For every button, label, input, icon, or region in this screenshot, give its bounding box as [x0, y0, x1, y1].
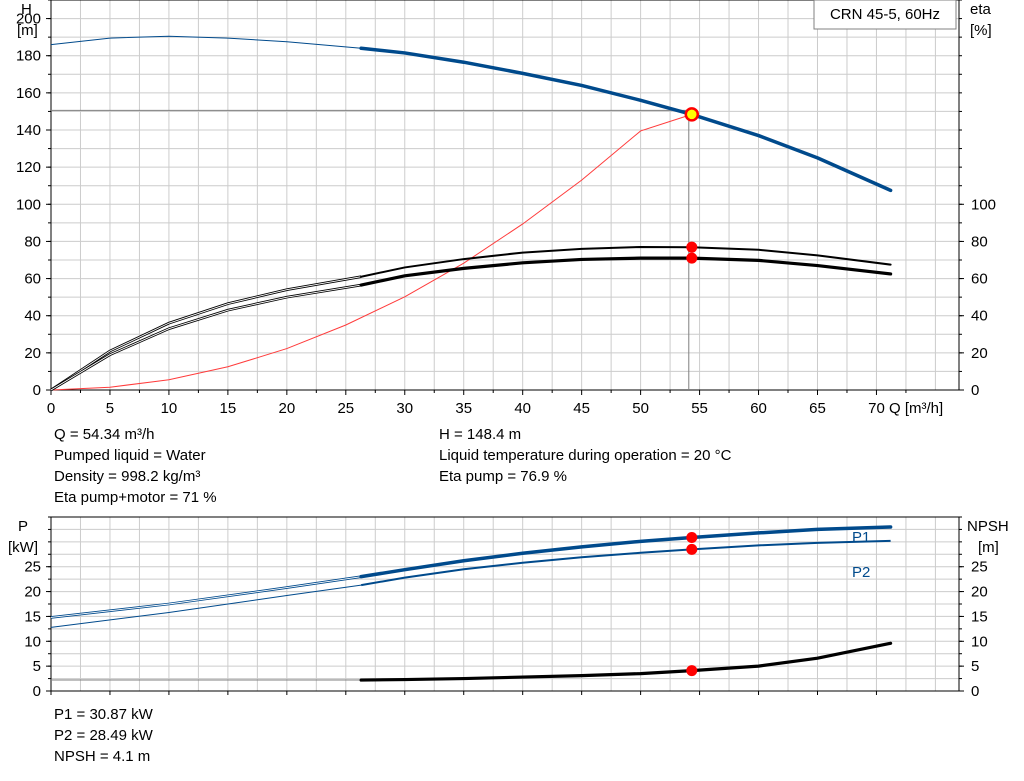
eta-pump-curve-thin-core: [50, 276, 362, 391]
top-chart-ytick-label-left: 140: [16, 122, 41, 139]
top-chart-ytick-label-left: 40: [24, 308, 41, 325]
info-liquid: Pumped liquid = Water: [54, 447, 206, 464]
info-npsh: NPSH = 4.1 m: [54, 748, 151, 765]
p1-thin-core: [50, 576, 362, 618]
bottom-chart-ytick-label-left: 25: [24, 559, 41, 576]
x-tick-label: 5: [106, 400, 114, 417]
system-curve: [50, 113, 692, 391]
top-chart-ytick-label-left: 80: [24, 233, 41, 250]
top-chart-ytick-label-right: 20: [971, 345, 988, 362]
p2-curve: [360, 539, 891, 587]
x-tick-label: 15: [220, 400, 237, 417]
y-axis-label-eta: eta: [970, 1, 992, 18]
bottom-chart-ytick-label-left: 15: [24, 608, 41, 625]
y-axis-label-npsh: NPSH: [967, 518, 1009, 535]
info-bottom: P1 = 30.87 kW P2 = 28.49 kW NPSH = 4.1 m: [54, 704, 153, 767]
top-chart-ytick-label-left: 60: [24, 271, 41, 288]
x-tick-label: 50: [632, 400, 649, 417]
bottom-chart-ytick-label-left: 10: [24, 633, 41, 650]
x-tick-label: 60: [750, 400, 767, 417]
bottom-chart-ytick-label-left: 20: [24, 584, 41, 601]
info-left: Q = 54.34 m³/h Pumped liquid = Water Den…: [54, 424, 217, 508]
info-p1: P1 = 30.87 kW: [54, 706, 153, 723]
top-chart-ytick-label-left: 100: [16, 196, 41, 213]
bottom-chart-ytick-label-right: 15: [971, 608, 988, 625]
top-chart-ytick-label-right: 80: [971, 233, 988, 250]
y-axis-label-h-unit: [m]: [17, 22, 38, 39]
eta-pump-duty-point: [686, 241, 698, 253]
eta-pump-curve-bold: [360, 246, 892, 278]
info-h: H = 148.4 m: [439, 426, 522, 443]
p1-duty-point: [686, 532, 698, 544]
info-temperature: Liquid temperature during operation = 20…: [439, 447, 732, 464]
y-axis-label-eta-unit: [%]: [970, 22, 992, 39]
x-tick-label: 65: [809, 400, 826, 417]
top-chart-ytick-label-right: 100: [971, 196, 996, 213]
x-tick-label: 45: [573, 400, 590, 417]
info-eta-pump-motor: Eta pump+motor = 71 %: [54, 489, 217, 506]
info-density: Density = 998.2 kg/m³: [54, 468, 201, 485]
bottom-chart-ytick-label-left: 5: [33, 658, 41, 675]
x-tick-label: 55: [691, 400, 708, 417]
bottom-chart-ytick-label-right: 25: [971, 559, 988, 576]
top-chart-ytick-label-right: 0: [971, 382, 979, 399]
x-tick-label: 35: [455, 400, 472, 417]
x-tick-label: 30: [396, 400, 413, 417]
x-tick-label: 0: [47, 400, 55, 417]
y-axis-label-h: H: [21, 1, 32, 18]
info-right: H = 148.4 m Liquid temperature during op…: [439, 424, 731, 487]
top-chart-ytick-label-right: 60: [971, 271, 988, 288]
y-axis-label-npsh-unit: [m]: [978, 539, 999, 556]
x-tick-label: 70: [868, 400, 885, 417]
top-chart-ytick-label-left: 180: [16, 48, 41, 65]
title-box: [813, 0, 957, 30]
p1-thin-outline: [50, 575, 362, 619]
x-tick-label: 10: [161, 400, 178, 417]
x-tick-label: 25: [337, 400, 354, 417]
p2-thin: [50, 584, 362, 628]
bottom-chart-ytick-label-right: 20: [971, 584, 988, 601]
chart-title: CRN 45-5, 60Hz: [830, 6, 940, 23]
bottom-chart-ytick-label-right: 0: [971, 683, 979, 700]
top-chart-grid: [50, 0, 959, 391]
info-eta-pump: Eta pump = 76.9 %: [439, 468, 567, 485]
x-tick-label: 20: [279, 400, 296, 417]
npsh-duty-point: [686, 665, 698, 677]
top-chart-ytick-label-left: 160: [16, 85, 41, 102]
p2-label: P2: [852, 564, 870, 581]
p2-duty-point: [686, 543, 698, 555]
bottom-chart-ytick-label-right: 5: [971, 658, 979, 675]
top-chart-frame: [50, 0, 960, 391]
p1-label: P1: [852, 529, 870, 546]
top-chart-ytick-label-left: 20: [24, 345, 41, 362]
top-chart-ytick-label-right: 40: [971, 308, 988, 325]
y-axis-label-p: P: [18, 518, 28, 535]
p1-curve: [359, 525, 893, 579]
bottom-chart-ytick-label-right: 10: [971, 633, 988, 650]
eta-pump-motor-duty-point: [686, 252, 698, 264]
head-curve-bold: [359, 46, 893, 193]
eta-pump-motor-curve-bold: [359, 256, 893, 287]
npsh-curve: [359, 641, 893, 682]
top-chart-ytick-label-left: 120: [16, 159, 41, 176]
x-axis-label: Q [m³/h]: [889, 400, 943, 417]
head-curve-thin: [50, 35, 362, 49]
head-duty-point: [684, 107, 700, 122]
x-tick-label: 40: [514, 400, 531, 417]
info-p2: P2 = 28.49 kW: [54, 727, 153, 744]
top-chart-ytick-label-left: 200: [16, 11, 41, 28]
top-chart-ytick-label-left: 0: [33, 382, 41, 399]
info-q: Q = 54.34 m³/h: [54, 426, 155, 443]
bottom-chart-ytick-label-left: 0: [33, 683, 41, 700]
y-axis-label-p-unit: [kW]: [8, 539, 38, 556]
eta-pump-motor-curve-thin-core: [50, 284, 362, 391]
